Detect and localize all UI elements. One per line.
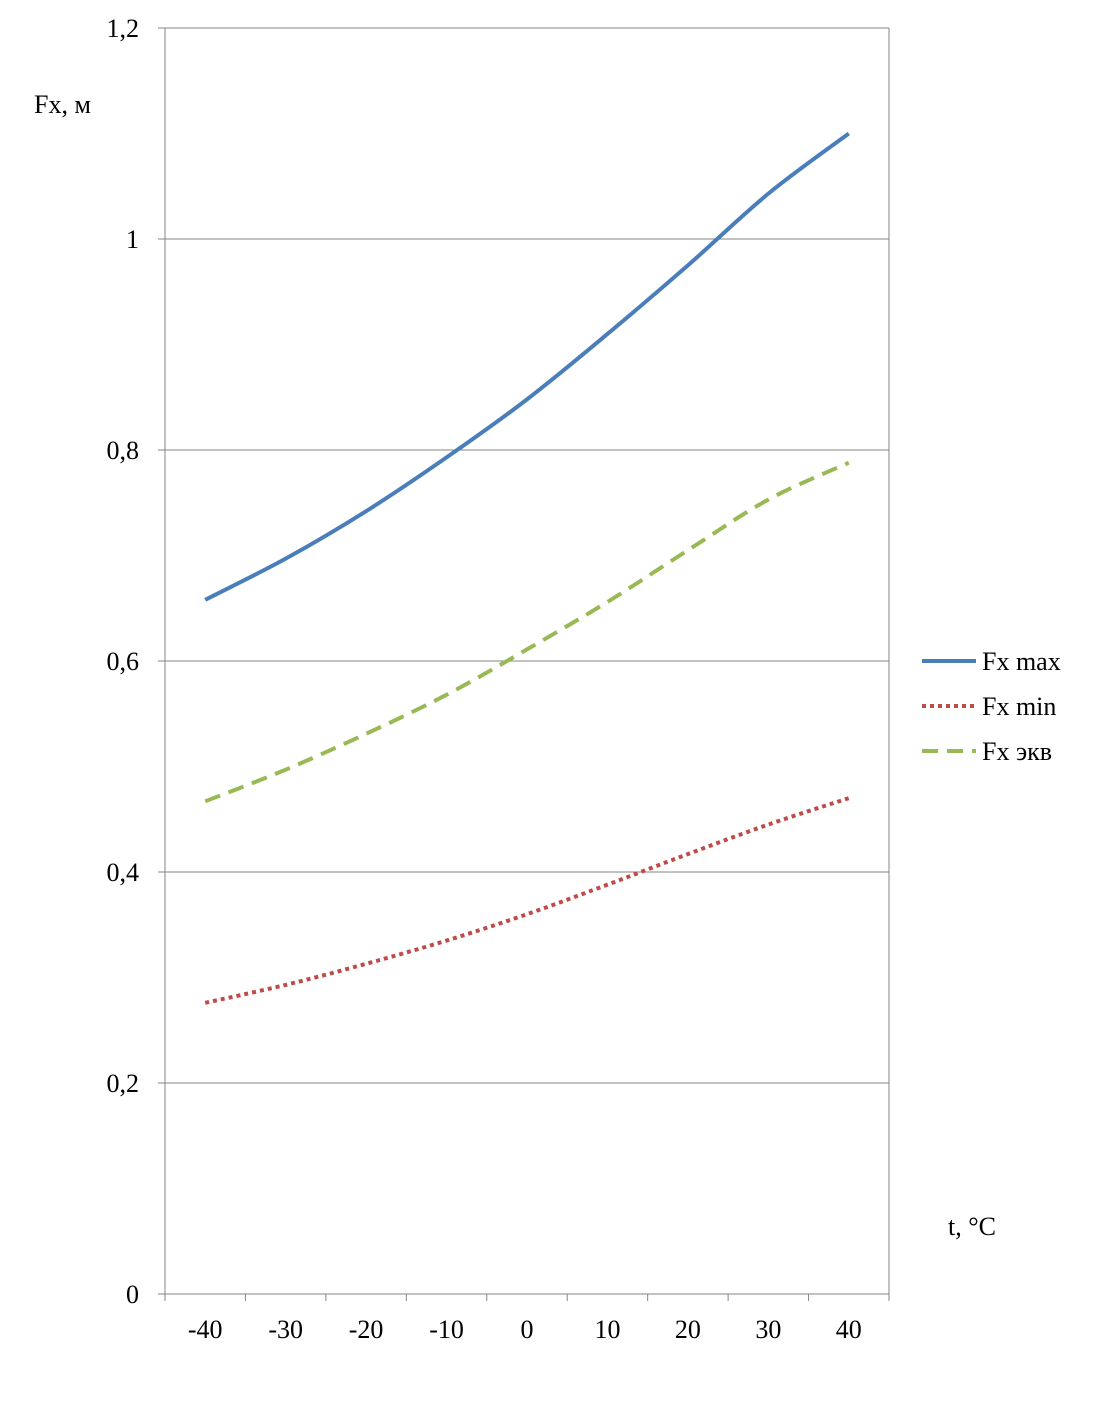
x-tick-label: -20 bbox=[349, 1315, 384, 1344]
legend: Fx max Fx min Fx экв bbox=[922, 647, 1061, 766]
y-tick-label: 0,2 bbox=[107, 1069, 140, 1098]
y-tick-label: 0 bbox=[126, 1280, 139, 1309]
x-tick-label: 0 bbox=[521, 1315, 534, 1344]
y-axis-title: Fx, м bbox=[34, 90, 91, 119]
legend-label: Fx min bbox=[982, 692, 1056, 721]
y-tick-label: 1 bbox=[126, 225, 139, 254]
series-line-1 bbox=[204, 796, 850, 1005]
x-tick-label: 40 bbox=[836, 1315, 862, 1344]
x-tick-label: 10 bbox=[594, 1315, 620, 1344]
legend-label: Fx max bbox=[982, 647, 1061, 676]
y-tick-label: 0,6 bbox=[107, 647, 140, 676]
y-tick-label: 0,4 bbox=[107, 858, 140, 887]
y-tick-label: 0,8 bbox=[107, 436, 140, 465]
x-tick-label: 20 bbox=[675, 1315, 701, 1344]
legend-label: Fx экв bbox=[982, 737, 1052, 766]
x-tick-label: -30 bbox=[268, 1315, 303, 1344]
x-axis-title: t, °C bbox=[948, 1212, 996, 1241]
x-tick-label: -10 bbox=[429, 1315, 464, 1344]
series-lines bbox=[204, 131, 850, 1005]
series-line-0 bbox=[204, 131, 850, 602]
x-tick-label: 30 bbox=[755, 1315, 781, 1344]
x-tick-label: -40 bbox=[188, 1315, 223, 1344]
y-tick-label: 1,2 bbox=[107, 14, 140, 43]
series-line-2 bbox=[204, 460, 850, 804]
axes: 0 0,2 0,4 0,6 0,8 1 1,2 -40 -30 -20 -10 0 10 20 30 40 bbox=[107, 14, 890, 1344]
gridlines bbox=[165, 27, 889, 1084]
